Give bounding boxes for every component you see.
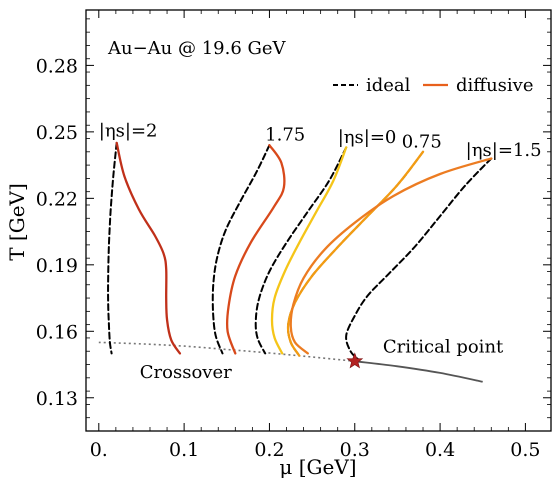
plot-frame xyxy=(85,9,552,432)
y-tick-label: 0.19 xyxy=(36,255,78,277)
y-tick-label: 0.25 xyxy=(36,122,78,144)
annotation-label: 0.75 xyxy=(402,131,442,152)
crossover-line xyxy=(98,341,355,362)
trajectory-ideal-eta-2 xyxy=(107,141,118,355)
annotation-label: |ηs|=2 xyxy=(99,120,158,141)
trajectory-ideal-eta-0-75 xyxy=(287,150,424,357)
x-tick-label: 0.1 xyxy=(169,439,199,461)
critical-point-star xyxy=(346,352,364,369)
x-tick-label: 0.4 xyxy=(425,439,455,461)
y-axis-label: T [GeV] xyxy=(5,183,29,261)
trajectory-ideal-eta-1-5 xyxy=(345,157,493,362)
legend-diffusive-label: diffusive xyxy=(456,75,533,96)
trajectory-diffusive-eta-2 xyxy=(115,141,182,355)
annotation-label: |ηs|=1.5 xyxy=(466,140,542,161)
x-tick-label: 0.3 xyxy=(340,439,370,461)
trajectory-diffusive-eta-0 xyxy=(270,146,348,355)
annotation-label: Critical point xyxy=(383,336,504,357)
y-tick-label: 0.22 xyxy=(36,188,78,210)
chart-title: Au−Au @ 19.6 GeV xyxy=(107,38,287,59)
trajectory-ideal-eta-0 xyxy=(254,146,348,355)
annotation-label: 1.75 xyxy=(265,125,305,146)
annotation-label: Crossover xyxy=(140,362,232,383)
trajectory-diffusive-eta-0-75 xyxy=(286,150,425,357)
x-tick-label: 0. xyxy=(90,439,108,461)
x-tick-label: 0.2 xyxy=(254,439,284,461)
y-tick-label: 0.16 xyxy=(36,321,78,343)
y-tick-label: 0.13 xyxy=(36,388,78,410)
first-order-line xyxy=(354,360,483,383)
annotation-label: |ηs|=0 xyxy=(338,127,397,148)
x-axis-label: μ [GeV] xyxy=(279,455,356,479)
legend-ideal-label: ideal xyxy=(366,75,411,96)
legend: ideal diffusive xyxy=(333,75,533,96)
x-tick-label: 0.5 xyxy=(510,439,540,461)
y-tick-label: 0.28 xyxy=(36,55,78,77)
trajectory-diffusive-eta-1-5 xyxy=(289,157,493,355)
trajectory-ideal-eta-1-75 xyxy=(211,144,271,355)
trajectory-diffusive-eta-1-75 xyxy=(225,144,286,355)
